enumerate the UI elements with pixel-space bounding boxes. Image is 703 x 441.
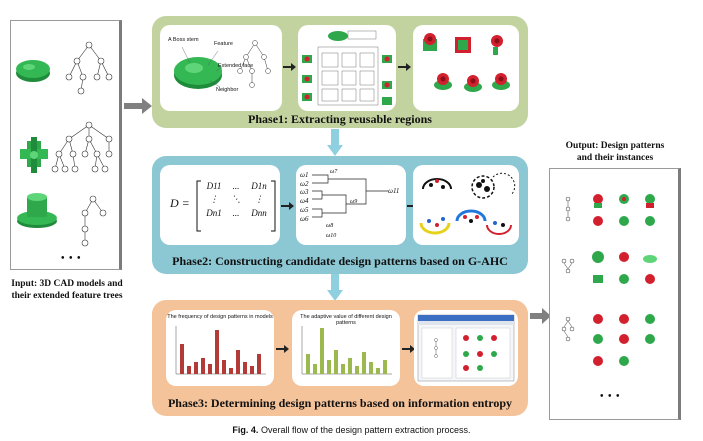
dendrogram <box>312 174 388 218</box>
cad-model-disc <box>16 60 50 82</box>
input-caption-line1: Input: 3D CAD models and <box>11 279 123 289</box>
phase3-arrow-1 <box>276 345 289 353</box>
arrow-input-to-phase1 <box>124 98 152 114</box>
cad-model-cylinder <box>17 193 57 228</box>
matrix-cell: ... <box>232 208 240 218</box>
phase1-card-model-tree: A Boss stem Feature Extended face Neighb… <box>160 25 282 111</box>
input-caption: Input: 3D CAD models and their extended … <box>4 278 130 302</box>
matrix-lhs: D = <box>170 196 190 210</box>
output-ellipsis: • • • <box>600 391 621 402</box>
matrix-brackets <box>196 180 276 232</box>
dendro-merge-8: ω8 <box>326 223 334 229</box>
matrix-cell: ⋮ <box>254 194 264 204</box>
phase2-title: Phase2: Constructing candidate design pa… <box>172 254 508 268</box>
output-patterns-illustration <box>561 194 657 366</box>
output-panel: • • • <box>549 168 681 420</box>
feature-tree-3 <box>81 195 107 247</box>
input-ellipsis: • • • <box>61 253 82 264</box>
phase1-label-2: Feature <box>214 41 233 47</box>
arrow-phase1-to-phase2 <box>327 129 343 156</box>
adaptive-value-bar-chart <box>301 326 392 375</box>
arrow-phase3-to-output <box>530 308 551 324</box>
phase1-arrow-2 <box>398 63 411 71</box>
matrix-cell: ⋮ <box>209 194 219 204</box>
phase3-card-frequency-chart: The frequency of design patterns in mode… <box>166 310 274 386</box>
region-extraction-flow-illustration <box>302 30 392 106</box>
matrix-cell: D11 <box>206 181 222 191</box>
phase2-arrow-1 <box>281 202 294 210</box>
figure-caption: Fig. 4. Overall flow of the design patte… <box>0 425 703 435</box>
chart2-title: The adaptive value of different design p… <box>300 314 392 326</box>
phase1-label-3: Extended face <box>218 63 254 69</box>
phase1-label-1: A Boss stem <box>168 37 199 43</box>
phase1-title: Phase1: Extracting reusable regions <box>248 112 432 126</box>
dendro-merge-10: ω10 <box>326 233 337 239</box>
model-with-feature-tree-illustration <box>174 40 271 89</box>
dendro-merge-9: ω9 <box>350 199 358 205</box>
dendro-leaf: ω3 <box>300 188 309 197</box>
matrix-grid: D11 ... D1n ⋮ ⋱ ⋮ Dn1 ... Dnn <box>202 181 272 218</box>
reusable-regions-illustration <box>423 33 510 92</box>
phase1-card-region-graph <box>298 25 396 111</box>
phase2-card-clusters <box>413 165 519 245</box>
cad-model-gear <box>20 137 48 173</box>
dendro-leaf-labels: ω1 ω2 ω3 ω4 ω5 ω6 <box>300 171 308 223</box>
frequency-bar-chart <box>175 326 266 375</box>
phase1-panel: A Boss stem Feature Extended face Neighb… <box>152 16 528 128</box>
output-title-line1: Output: Design patterns <box>565 141 665 151</box>
figure-caption-label: Fig. 4. <box>232 425 259 435</box>
dendro-leaf: ω1 <box>300 171 309 179</box>
phase3-title: Phase3: Determining design patterns base… <box>167 396 513 410</box>
matrix-cell: Dnn <box>251 208 267 218</box>
input-models-illustration <box>16 41 113 247</box>
phase1-label-4: Neighbor <box>216 87 239 93</box>
phase3-card-software-window <box>414 310 518 386</box>
matrix-cell: D1n <box>251 181 267 191</box>
dendro-merge-7: ω7 <box>330 169 338 175</box>
matrix-cell: Dn1 <box>206 208 222 218</box>
phase2-panel: D = D11 ... D1n ⋮ ⋱ ⋮ Dn1 ... Dnn <box>152 156 528 274</box>
feature-tree-1 <box>65 41 113 95</box>
dendro-merge-11: ω11 <box>388 187 400 195</box>
matrix-cell: ⋱ <box>231 194 241 204</box>
phase2-card-dendrogram: ω1 ω2 ω3 ω4 ω5 ω6 ω11 ω7 ω9 ω8 ω10 <box>296 165 406 245</box>
candidate-clusters-illustration <box>419 172 516 235</box>
figure-caption-text: Overall flow of the design pattern extra… <box>260 425 471 435</box>
input-caption-line2: their extended feature trees <box>11 291 123 301</box>
input-panel: • • • <box>10 20 122 270</box>
arrow-phase2-to-phase3 <box>327 274 343 301</box>
output-title: Output: Design patterns and their instan… <box>540 140 690 164</box>
dendro-leaf: ω4 <box>300 197 309 206</box>
phase3-panel: The frequency of design patterns in mode… <box>152 300 528 416</box>
dendro-leaf: ω2 <box>300 179 309 188</box>
chart1-title: The frequency of design patterns in mode… <box>167 314 273 320</box>
matrix-cell: ... <box>232 181 240 191</box>
phase1-arrow-1 <box>283 63 296 71</box>
phase1-card-reusable-regions <box>413 25 519 111</box>
phase2-card-matrix: D = D11 ... D1n ⋮ ⋱ ⋮ Dn1 ... Dnn <box>160 165 280 245</box>
dendro-leaf: ω5 <box>300 205 309 214</box>
output-title-line2: and their instances <box>576 153 654 163</box>
phase3-arrow-2 <box>402 345 415 353</box>
phase3-card-adaptive-chart: The adaptive value of different design p… <box>292 310 400 386</box>
feature-tree-2 <box>51 121 113 173</box>
software-window-screenshot <box>417 314 515 382</box>
dendro-leaf: ω6 <box>300 214 309 223</box>
